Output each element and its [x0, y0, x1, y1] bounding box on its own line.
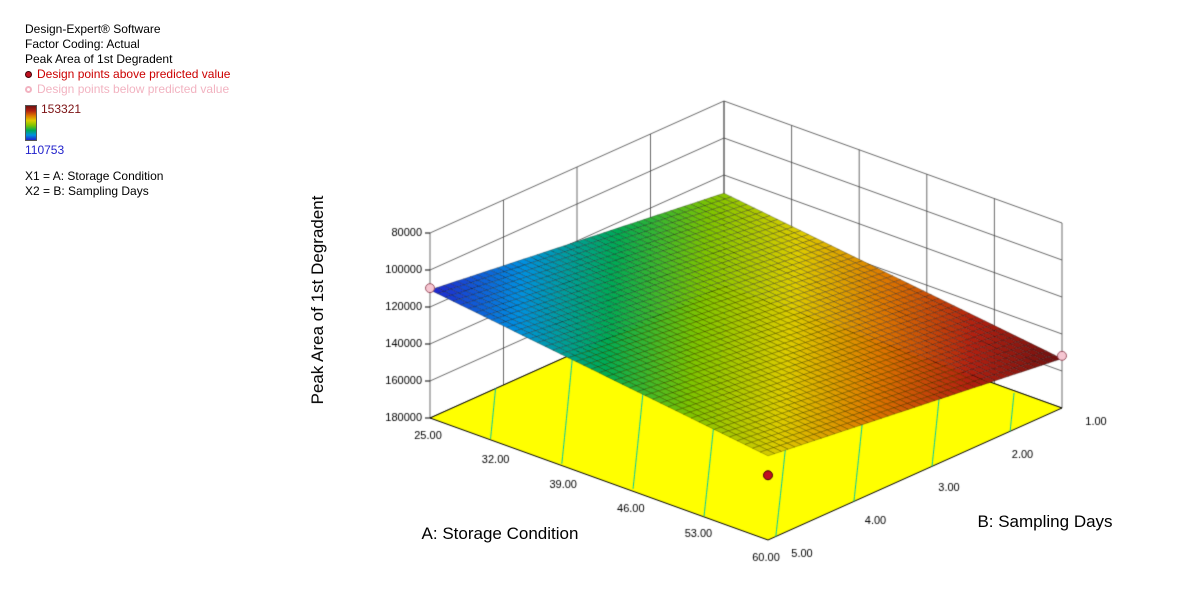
software-title: Design-Expert® Software: [25, 22, 161, 36]
point-above-icon: [25, 71, 32, 78]
x-axis-title: A: Storage Condition: [421, 524, 579, 543]
colorbar-gradient: [25, 105, 37, 141]
legend-points-below: Design points below predicted value: [25, 82, 230, 97]
colorbar-max-value: 153321: [41, 102, 82, 116]
legend-panel: Design-Expert® Software Factor Coding: A…: [25, 22, 230, 199]
response-label: Peak Area of 1st Degradent: [25, 52, 173, 66]
y-axis-title: B: Sampling Days: [977, 512, 1113, 531]
colorbar: 153321 110753: [25, 102, 230, 159]
points-below-label: Design points below predicted value: [37, 82, 230, 96]
point-below-icon: [25, 86, 32, 93]
points-above-label: Design points above predicted value: [37, 67, 231, 81]
legend-points-above: Design points above predicted value: [25, 67, 230, 82]
factor-definitions: X1 = A: Storage Condition X2 = B: Sampli…: [25, 169, 230, 199]
x1-definition: X1 = A: Storage Condition: [25, 169, 164, 183]
factor-coding-label: Factor Coding: Actual: [25, 37, 140, 51]
z-axis-title: Peak Area of 1st Degradent: [308, 195, 327, 405]
x2-definition: X2 = B: Sampling Days: [25, 184, 149, 198]
colorbar-min-value: 110753: [25, 143, 65, 157]
